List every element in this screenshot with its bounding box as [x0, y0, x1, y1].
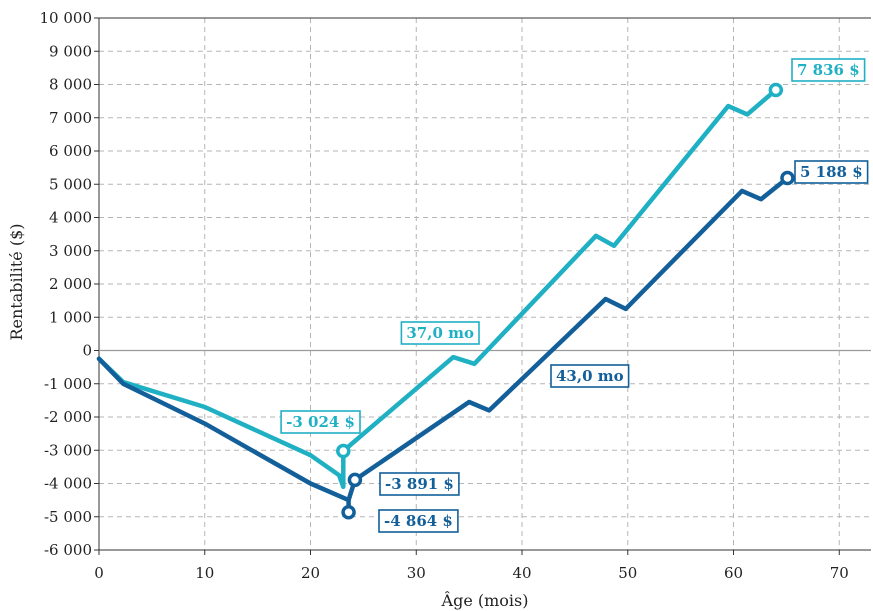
- annotation-box: [379, 472, 460, 496]
- annotation-label: 43,0 mo: [550, 364, 630, 388]
- y-tick-label: 7 000: [49, 109, 92, 127]
- point-marker: [336, 443, 351, 459]
- annotation-text: 37,0 mo: [406, 324, 474, 342]
- annotation-text: -4 864 $: [384, 512, 453, 530]
- point-marker: [341, 504, 356, 520]
- annotation-text: -3 024 $: [286, 413, 355, 431]
- grid: [99, 18, 871, 551]
- annotation-box: [280, 410, 361, 434]
- annotation-box: [791, 58, 866, 82]
- annotation-box: [794, 160, 869, 184]
- x-tick-label: 20: [301, 564, 320, 582]
- point-marker: [347, 472, 363, 488]
- y-axis-label: Rentabilité ($): [7, 223, 26, 340]
- annotation-text: -3 891 $: [385, 475, 454, 493]
- y-tick-label: 8 000: [49, 76, 92, 94]
- annotations: 7 836 $ 5 188 $ -3 024 $ -3 891 $ -4 864 $ 37…: [280, 58, 869, 533]
- annotation-text: 7 836 $: [797, 61, 860, 79]
- x-axis-label: Âge (mois): [441, 590, 529, 610]
- annotation-label: -3 891 $: [379, 472, 460, 496]
- point-marker: [768, 82, 784, 98]
- annotation-label: 37,0 mo: [400, 321, 480, 345]
- series-lines: [96, 87, 790, 515]
- annotation-text: 43,0 mo: [556, 367, 624, 385]
- x-tick-label: 70: [830, 564, 849, 582]
- y-tick-label: -3 000: [44, 441, 92, 459]
- y-tick-label: -5 000: [44, 508, 92, 526]
- y-tick-label: 0: [82, 342, 92, 360]
- point-marker: [780, 170, 795, 186]
- series-line-2: [96, 175, 790, 515]
- y-tick-label: 6 000: [49, 142, 92, 160]
- end-markers: [336, 82, 795, 520]
- y-tick-label: 9 000: [49, 42, 92, 60]
- x-tick-label: 30: [407, 564, 426, 582]
- annotation-box: [550, 364, 630, 388]
- annotation-text: 5 188 $: [800, 163, 863, 181]
- y-tick-label: -1 000: [44, 375, 92, 393]
- x-tick-label: 0: [94, 564, 104, 582]
- x-tick-label: 50: [618, 564, 637, 582]
- y-tick-label: -6 000: [44, 541, 92, 559]
- axes: [94, 17, 871, 555]
- x-tick-label: 40: [512, 564, 531, 582]
- y-tick-label: 1 000: [49, 308, 92, 326]
- series-line-1: [96, 87, 779, 490]
- y-tick-label: 2 000: [49, 275, 92, 293]
- annotation-label: 7 836 $: [791, 58, 866, 82]
- x-tick-label: 10: [195, 564, 214, 582]
- x-tick-label: 60: [724, 564, 743, 582]
- tick-labels: -6 000 -5 000 -4 000 -3 000 -2 000 -1 000 0 1 0…: [40, 9, 849, 582]
- y-tick-label: 5 000: [49, 175, 92, 193]
- annotation-label: -3 024 $: [280, 410, 361, 434]
- y-tick-label: -4 000: [44, 475, 92, 493]
- y-tick-label: -2 000: [44, 408, 92, 426]
- annotation-label: -4 864 $: [378, 509, 459, 533]
- annotation-box: [400, 321, 480, 345]
- annotation-label: 5 188 $: [794, 160, 869, 184]
- y-tick-label: 4 000: [49, 209, 92, 227]
- annotation-box: [378, 509, 459, 533]
- y-tick-label: 10 000: [40, 9, 93, 27]
- y-tick-label: 3 000: [49, 242, 92, 260]
